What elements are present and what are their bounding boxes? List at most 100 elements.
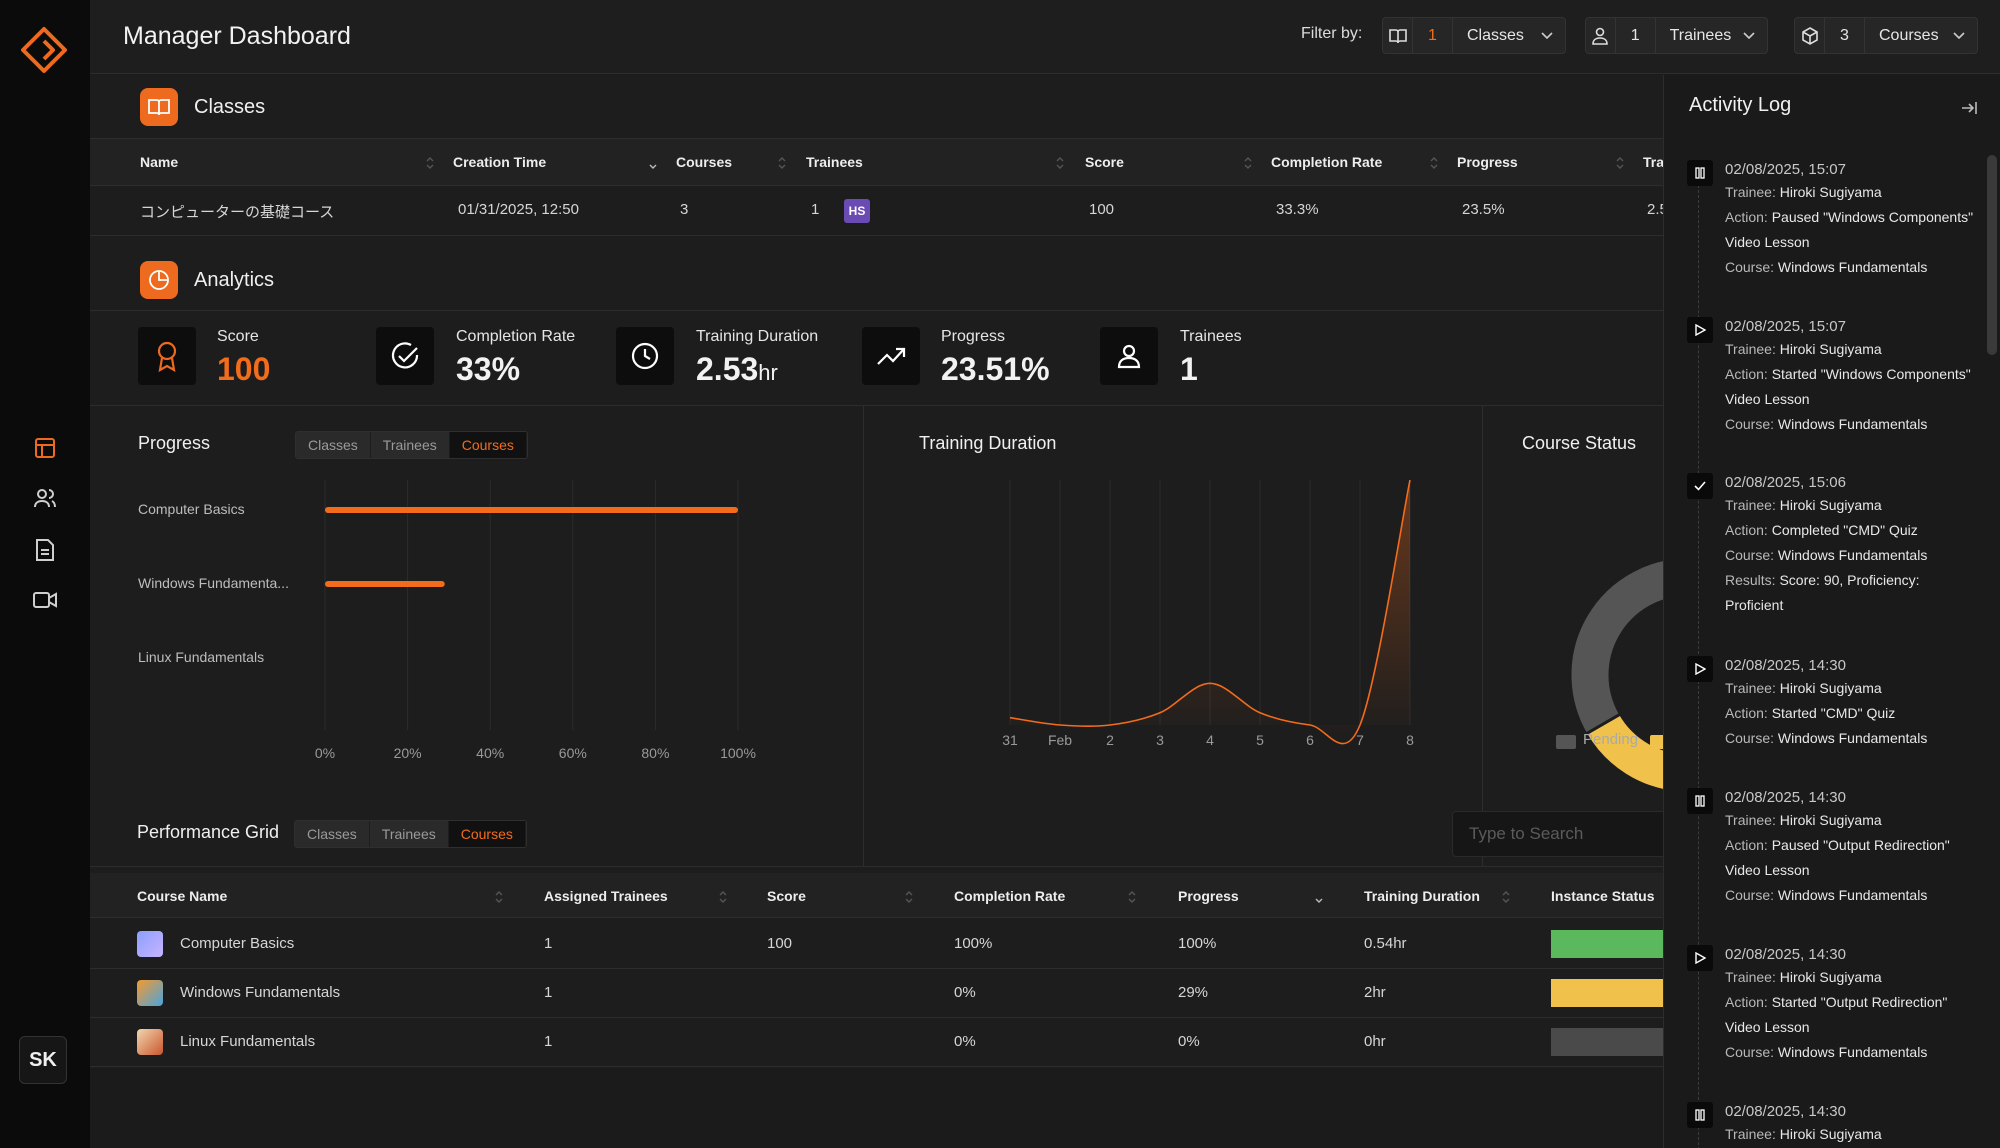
sort-icon[interactable] [1055,155,1065,171]
assigned-trainees: 1 [544,935,553,952]
course-name[interactable]: Computer Basics [180,935,295,952]
instance-status-bar[interactable] [1551,930,1663,958]
trainee-badge[interactable]: HS [844,199,870,223]
footer-area [90,1068,1663,1148]
progress-bar[interactable] [325,507,738,513]
x-tick-label: 60% [559,745,587,761]
duration-line[interactable] [1009,479,1411,745]
course-name[interactable]: Windows Fundamentals [180,984,341,1001]
donut-slice[interactable] [1583,711,1663,793]
col-courses[interactable]: Courses [676,154,733,170]
legend-label-pending[interactable]: Pending [1583,731,1639,748]
col-progress[interactable]: Progress [1457,154,1518,170]
col-completion-rate[interactable]: Completion Rate [954,888,1066,904]
filter-classes-label: Classes [1467,26,1524,44]
sort-icon[interactable] [718,889,728,905]
col-instance-status[interactable]: Instance Status [1551,888,1655,904]
course-name[interactable]: Linux Fundamentals [180,1033,316,1050]
progress-tab-classes[interactable]: Classes [296,432,371,458]
activity-action-value: Completed "CMD" Quiz [1771,522,1918,538]
sort-icon[interactable] [777,155,787,171]
progress: 0% [1178,1033,1200,1050]
award-icon [157,341,177,372]
col-progress[interactable]: Progress [1178,888,1239,904]
page-title: Manager Dashboard [123,22,351,50]
sort-icon[interactable] [1501,889,1511,905]
sort-icon[interactable] [648,155,658,171]
activity-course-value: Windows Fundamentals [1777,259,1928,275]
activity-trainee-key: Trainee: [1725,680,1776,696]
performance-tab-trainees[interactable]: Trainees [369,821,449,847]
col-completion-rate[interactable]: Completion Rate [1271,154,1383,170]
col-score[interactable]: Score [1085,154,1124,170]
sort-icon[interactable] [1127,889,1137,905]
activity-trainee: Trainee: Hiroki Sugiyama [1725,676,1975,701]
progress: 100% [1178,935,1217,952]
activity-trainee: Trainee: Hiroki Sugiyama [1725,180,1975,205]
stat-duration-unit: hr [758,360,778,385]
classes-table-row[interactable]: コンピューターの基礎コース 01/31/2025, 12:50 3 1 HS 1… [90,186,1663,236]
left-rail: SK [0,0,90,1148]
activity-log-title: Activity Log [1689,94,1792,116]
activity-trainee-key: Trainee: [1725,812,1776,828]
duration-area-chart: 31 Feb 2 3 4 5 6 7 8 [1002,479,1414,748]
activity-action: Action: Started "Windows Components" Vid… [1725,362,1975,412]
activity-scrollbar[interactable] [1987,155,1997,355]
sort-icon[interactable] [425,155,435,171]
activity-course: Course: Windows Fundamentals [1725,883,1975,908]
completion-rate: 0% [954,984,976,1001]
table-row[interactable]: Computer Basics 1 100 100% 100% 0.54hr [90,920,1663,969]
col-course-name[interactable]: Course Name [137,888,228,904]
col-creation-time[interactable]: Creation Time [453,154,547,170]
stat-duration-value: 2.53hr [696,351,778,388]
filter-classes[interactable]: 1 Classes [1382,17,1566,54]
performance-title: Performance Grid [137,822,280,842]
nav-dashboard[interactable] [0,428,90,468]
legend-swatch-in-progress [1650,735,1663,749]
col-score[interactable]: Score [767,888,806,904]
user-avatar[interactable]: SK [19,1036,67,1084]
stat-trainees-tile [1100,327,1158,385]
progress-bar[interactable] [325,581,445,587]
x-tick-label: 40% [476,745,504,761]
category-label: Windows Fundamenta... [138,575,289,591]
table-row[interactable]: Linux Fundamentals 1 0% 0% 0hr [90,1018,1663,1067]
instance-status-bar[interactable] [1551,1028,1663,1056]
activity-action-value: Paused "Windows Components" Video Lesson [1725,209,1974,250]
nav-videos[interactable] [0,580,90,620]
performance-search-input[interactable] [1452,811,1663,857]
stat-completion-tile [376,327,434,385]
activity-trainee-key: Trainee: [1725,969,1776,985]
sort-icon[interactable] [1314,889,1324,905]
activity-course: Course: Windows Fundamentals [1725,412,1975,437]
sort-icon[interactable] [494,889,504,905]
sort-icon[interactable] [1615,155,1625,171]
progress-tab-trainees[interactable]: Trainees [370,432,450,458]
sort-icon[interactable] [1243,155,1253,171]
col-name[interactable]: Name [140,154,179,170]
status-panel-title: Course Status [1522,433,1637,453]
filter-trainees[interactable]: 1 Trainees [1585,17,1768,54]
col-training-duration[interactable]: Training Duration [1364,888,1480,904]
col-training-duration[interactable]: Tra [1643,154,1663,170]
nav-documents[interactable] [0,530,90,570]
filter-courses[interactable]: 3 Courses [1794,17,1978,54]
logo-icon[interactable] [19,25,69,75]
sort-icon[interactable] [1429,155,1439,171]
class-creation-time: 01/31/2025, 12:50 [458,201,579,218]
activity-course: Course: Windows Fundamentals [1725,543,1975,568]
progress-tab-courses[interactable]: Courses [449,432,527,458]
performance-tab-classes[interactable]: Classes [295,821,370,847]
sort-icon[interactable] [904,889,914,905]
table-row[interactable]: Windows Fundamentals 1 0% 29% 2hr [90,969,1663,1018]
video-camera-icon [33,592,57,608]
col-trainees[interactable]: Trainees [806,154,863,170]
activity-course-key: Course: [1725,416,1775,432]
donut-slice[interactable] [1568,557,1663,737]
nav-users[interactable] [0,478,90,518]
filter-courses-label: Courses [1879,26,1939,44]
col-assigned-trainees[interactable]: Assigned Trainees [544,888,668,904]
performance-tab-courses[interactable]: Courses [448,821,526,847]
collapse-panel-icon[interactable] [1959,98,1979,118]
instance-status-bar[interactable] [1551,979,1663,1007]
